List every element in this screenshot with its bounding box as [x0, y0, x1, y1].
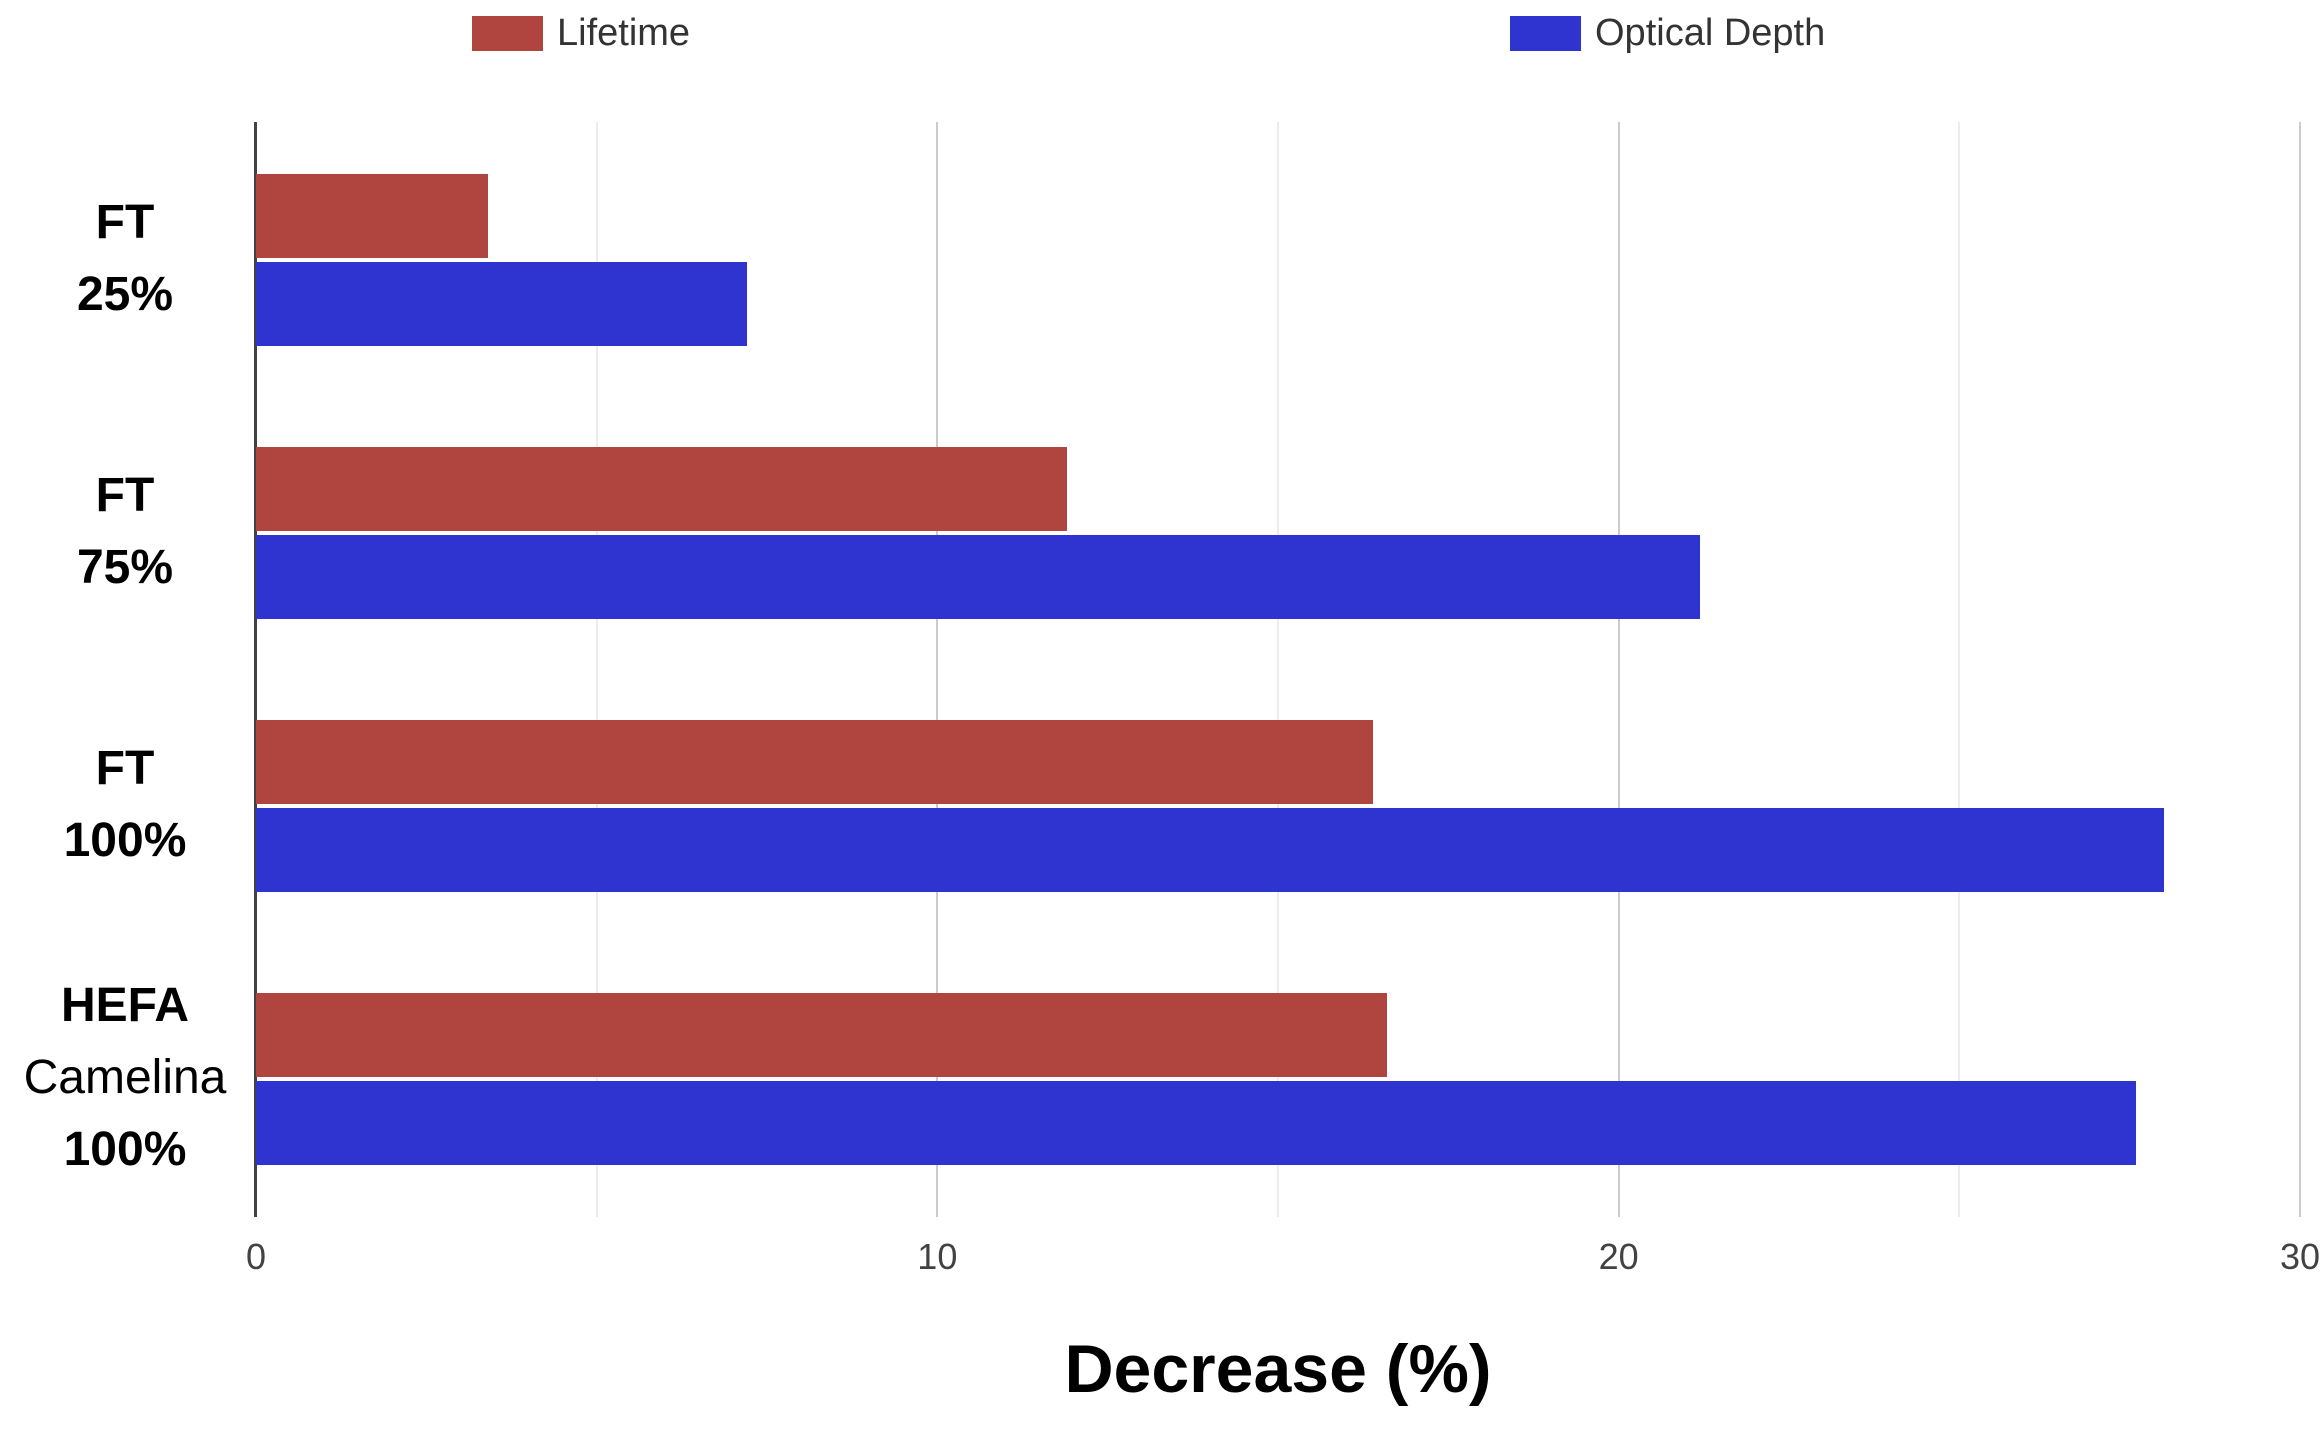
plot-area	[256, 122, 2301, 1217]
bar-optical-depth-group-3	[256, 808, 2164, 892]
legend-label: Optical Depth	[1595, 11, 1826, 54]
legend-item-optical-depth: Optical Depth	[1510, 11, 1826, 54]
category-label-line: FT	[95, 741, 155, 795]
bar-lifetime-group-1	[256, 174, 488, 258]
gridline-20	[1617, 122, 1620, 1217]
gridline-30	[2299, 122, 2301, 1217]
x-tick-label-10: 10	[917, 1236, 958, 1277]
legend-label: Lifetime	[557, 11, 691, 54]
category-label-line: HEFA	[60, 978, 189, 1032]
category-label-line: Camelina	[23, 1050, 227, 1104]
y-axis-line	[254, 122, 257, 1217]
x-axis-title: Decrease (%)	[1064, 1331, 1492, 1407]
bar-lifetime-group-4	[256, 993, 1387, 1077]
gridline-15	[1277, 122, 1279, 1217]
legend-item-lifetime: Lifetime	[472, 11, 691, 54]
category-label-line: FT	[95, 468, 155, 522]
x-tick-label-20: 20	[1598, 1236, 1639, 1277]
category-label-line: FT	[95, 195, 155, 249]
bar-lifetime-group-3	[256, 720, 1374, 804]
category-label-line: 100%	[63, 813, 187, 867]
gridline-25	[1958, 122, 1961, 1217]
bar-optical-depth-group-4	[256, 1081, 2137, 1165]
x-tick-label-0: 0	[245, 1236, 267, 1277]
category-label-line: 100%	[63, 1122, 187, 1176]
legend-swatch	[1510, 15, 1581, 51]
bar-lifetime-group-2	[256, 447, 1067, 531]
category-label-2: FT 75%	[0, 395, 250, 668]
category-label-3: FT 100%	[0, 668, 250, 941]
bar-optical-depth-group-2	[256, 535, 1701, 619]
bar-optical-depth-group-1	[256, 262, 747, 346]
category-label-line: 25%	[76, 267, 174, 321]
category-label-4: HEFA Camelina 100%	[0, 941, 250, 1214]
category-label-line: 75%	[76, 540, 174, 594]
gridline-5	[595, 122, 598, 1217]
category-label-1: FT 25%	[0, 122, 250, 395]
gridline-10	[936, 122, 939, 1217]
x-tick-label-30: 30	[2279, 1236, 2321, 1277]
legend-swatch	[472, 15, 543, 51]
